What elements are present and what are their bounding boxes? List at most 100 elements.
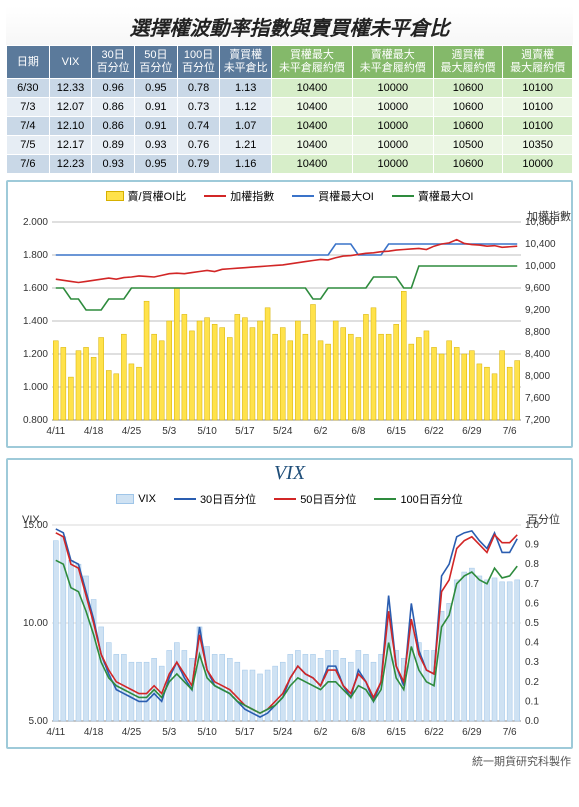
table-row: 7/612.230.930.950.791.161040010000106001…: [7, 155, 573, 174]
cell: 10000: [352, 79, 433, 98]
svg-text:2.000: 2.000: [23, 217, 48, 228]
svg-text:6/29: 6/29: [462, 727, 482, 738]
legend-label: 賣/買權OI比: [128, 188, 187, 204]
col-header: 30日百分位: [92, 46, 135, 79]
cell: 10100: [503, 79, 573, 98]
col-header: 週買權最大履約價: [433, 46, 503, 79]
svg-text:5/17: 5/17: [235, 727, 255, 738]
cell: 12.07: [49, 98, 92, 117]
cell: 0.91: [135, 117, 178, 136]
legend-swatch-put: [392, 195, 414, 197]
cell: 0.96: [92, 79, 135, 98]
chart-oi-legend: 賣/買權OI比 加權指數 買權最大OI 賣權最大OI: [8, 182, 571, 206]
cell: 10100: [503, 98, 573, 117]
svg-text:4/18: 4/18: [84, 727, 104, 738]
cell: 0.91: [135, 98, 178, 117]
legend-swatch-vix: [116, 494, 134, 504]
svg-text:1.600: 1.600: [23, 283, 48, 294]
cell: 0.95: [135, 79, 178, 98]
col-header: 賣買權未平倉比: [220, 46, 272, 79]
svg-text:1.800: 1.800: [23, 250, 48, 261]
cell: 1.07: [220, 117, 272, 136]
svg-text:5/17: 5/17: [235, 426, 255, 437]
cell: 0.74: [177, 117, 220, 136]
cell: 7/6: [7, 155, 50, 174]
legend-label: 50日百分位: [300, 491, 356, 507]
data-table: 日期VIX30日百分位50日百分位100日百分位賣買權未平倉比買權最大未平倉履約…: [6, 45, 573, 174]
svg-text:5/24: 5/24: [273, 426, 293, 437]
legend-label: 加權指數: [230, 188, 274, 204]
svg-text:5/24: 5/24: [273, 727, 293, 738]
cell: 10400: [272, 98, 353, 117]
svg-text:6/8: 6/8: [351, 727, 365, 738]
svg-text:5/3: 5/3: [162, 426, 176, 437]
svg-text:6/22: 6/22: [424, 426, 444, 437]
svg-text:9,600: 9,600: [525, 283, 550, 294]
col-header: VIX: [49, 46, 92, 79]
svg-text:0.2: 0.2: [525, 677, 539, 688]
svg-text:百分位: 百分位: [527, 512, 560, 526]
cell: 10600: [433, 79, 503, 98]
cell: 7/3: [7, 98, 50, 117]
svg-text:6/22: 6/22: [424, 727, 444, 738]
svg-text:1.200: 1.200: [23, 349, 48, 360]
cell: 0.93: [135, 136, 178, 155]
cell: 1.13: [220, 79, 272, 98]
svg-text:6/15: 6/15: [386, 727, 406, 738]
cell: 10000: [352, 98, 433, 117]
cell: 10350: [503, 136, 573, 155]
svg-text:8,400: 8,400: [525, 349, 550, 360]
table-row: 7/312.070.860.910.731.121040010000106001…: [7, 98, 573, 117]
col-header: 週賣權最大履約價: [503, 46, 573, 79]
legend-swatch-p100: [374, 498, 396, 500]
svg-text:10,000: 10,000: [525, 261, 556, 272]
legend-swatch-p30: [174, 498, 196, 500]
cell: 1.12: [220, 98, 272, 117]
cell: 12.23: [49, 155, 92, 174]
col-header: 50日百分位: [135, 46, 178, 79]
cell: 10000: [352, 117, 433, 136]
svg-text:VIX: VIX: [22, 514, 40, 526]
cell: 10600: [433, 98, 503, 117]
legend-swatch-oi: [106, 191, 124, 201]
cell: 7/4: [7, 117, 50, 136]
cell: 0.78: [177, 79, 220, 98]
cell: 0.89: [92, 136, 135, 155]
legend-label: 賣權最大OI: [418, 188, 474, 204]
cell: 7/5: [7, 136, 50, 155]
legend-label: VIX: [138, 493, 156, 505]
cell: 1.16: [220, 155, 272, 174]
col-header: 日期: [7, 46, 50, 79]
svg-text:7/6: 7/6: [503, 727, 517, 738]
cell: 0.86: [92, 117, 135, 136]
cell: 0.73: [177, 98, 220, 117]
svg-text:加權指數: 加權指數: [527, 209, 571, 223]
cell: 0.76: [177, 136, 220, 155]
cell: 10000: [503, 155, 573, 174]
svg-text:0.4: 0.4: [525, 638, 539, 649]
cell: 0.95: [135, 155, 178, 174]
svg-text:9,200: 9,200: [525, 305, 550, 316]
col-header: 買權最大未平倉履約價: [272, 46, 353, 79]
svg-text:0.800: 0.800: [23, 415, 48, 426]
svg-text:8,800: 8,800: [525, 327, 550, 338]
cell: 12.17: [49, 136, 92, 155]
cell: 6/30: [7, 79, 50, 98]
svg-text:4/25: 4/25: [122, 727, 142, 738]
svg-text:4/11: 4/11: [46, 727, 65, 738]
svg-text:1.400: 1.400: [23, 316, 48, 327]
table-row: 7/512.170.890.930.761.211040010000105001…: [7, 136, 573, 155]
table-body: 6/3012.330.960.950.781.13104001000010600…: [7, 79, 573, 174]
legend-label: 30日百分位: [200, 491, 256, 507]
cell: 10000: [352, 136, 433, 155]
cell: 10400: [272, 136, 353, 155]
svg-text:5/10: 5/10: [197, 727, 217, 738]
svg-text:4/25: 4/25: [122, 426, 142, 437]
cell: 10400: [272, 117, 353, 136]
svg-text:7,200: 7,200: [525, 415, 550, 426]
cell: 0.93: [92, 155, 135, 174]
chart-vix: VIX VIX 30日百分位 50日百分位 100日百分位 5.0010.001…: [6, 458, 573, 749]
cell: 10000: [352, 155, 433, 174]
table-header: 日期VIX30日百分位50日百分位100日百分位賣買權未平倉比買權最大未平倉履約…: [7, 46, 573, 79]
svg-text:7,600: 7,600: [525, 393, 550, 404]
